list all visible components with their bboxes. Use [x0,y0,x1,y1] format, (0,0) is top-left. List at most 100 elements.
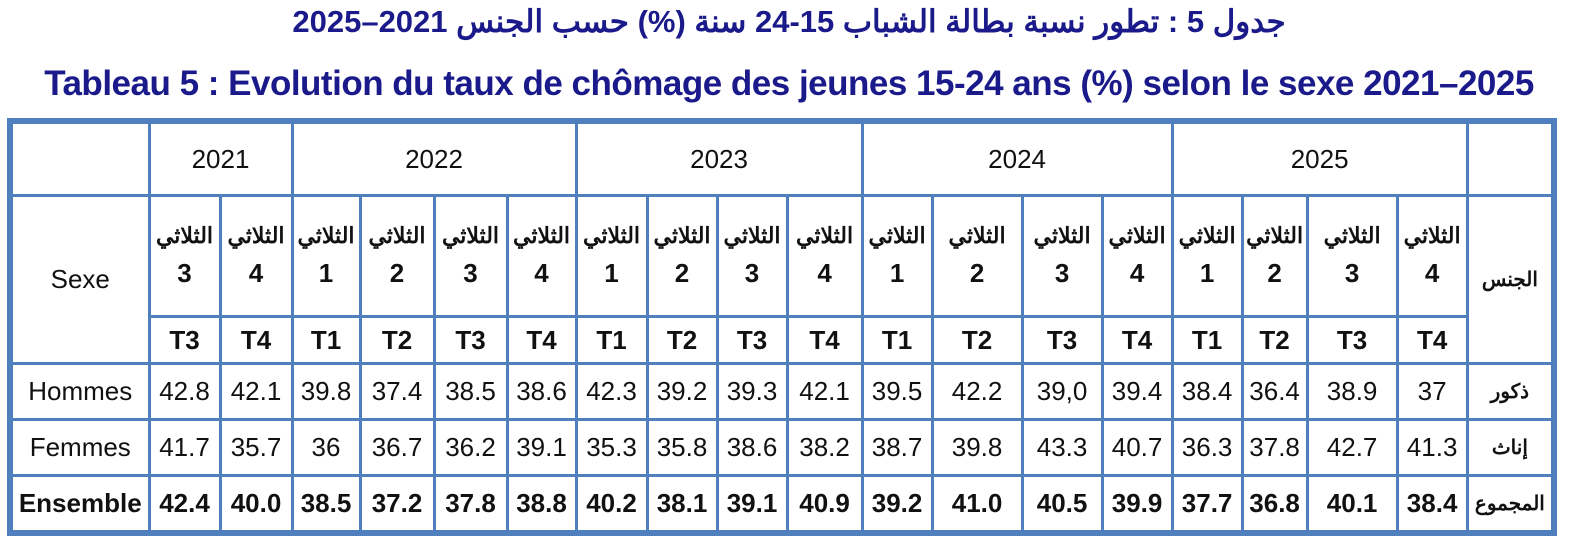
quarter-header-ar: الثلاثي 3 [715,194,789,318]
value-cell: 38.6 [505,362,578,421]
value-cell: 38.8 [505,474,578,535]
quarter-number: 3 [744,257,760,288]
value-cell: 41.0 [930,474,1024,535]
quarter-word: الثلاثي [227,222,285,248]
quarter-number: 1 [1199,257,1215,288]
value-cell: 39.3 [715,362,789,421]
quarter-word: الثلاثي [1178,222,1236,248]
value-cell: 42.4 [147,474,222,535]
row-label-fr: Femmes [8,418,151,477]
value-cell: 37.8 [432,474,509,535]
quarter-number: 1 [318,257,334,288]
value-cell: 35.8 [645,418,719,477]
value-cell: 42.3 [574,362,649,421]
quarter-number: 4 [534,257,549,288]
quarter-header-ar: الثلاثي 1 [290,194,362,318]
quarter-word: الثلاثي [653,222,711,248]
quarter-header-ar: الثلاثي 4 [505,194,578,318]
empty-corner-right [1465,119,1556,197]
quarter-code: T4 [1100,315,1174,365]
value-cell: 40.9 [785,474,864,535]
quarter-header-ar: الثلاثي 2 [930,194,1024,318]
year-header: 2022 [290,119,578,197]
value-cell: 38.2 [785,418,864,477]
value-cell: 37.4 [358,362,436,421]
value-cell: 38.6 [715,418,789,477]
value-cell: 41.3 [1395,418,1469,477]
quarter-code: T3 [147,315,222,365]
quarter-number: 4 [248,257,264,288]
value-cell: 36.4 [1240,362,1309,421]
quarter-code: T2 [358,315,436,365]
row-label-ar: إناث [1465,418,1556,477]
value-cell: 39.5 [860,362,934,421]
quarter-code: T2 [930,315,1024,365]
value-cell: 39.2 [860,474,934,535]
value-cell: 36.2 [432,418,509,477]
value-cell: 38.4 [1395,474,1469,535]
year-header: 2021 [147,119,294,197]
value-cell: 37.2 [358,474,436,535]
quarter-word: الثلاثي [155,222,214,248]
value-cell: 42.2 [930,362,1024,421]
year-header: 2023 [574,119,864,197]
year-header: 2025 [1170,119,1469,197]
value-cell: 40.7 [1100,418,1174,477]
value-cell: 40.0 [218,474,294,535]
quarter-number: 3 [1344,257,1360,288]
value-cell: 38.7 [860,418,934,477]
title-arabic: جدول 5 : تطور نسبة بطالة الشباب 15-24 سن… [292,4,1286,39]
value-cell: 40.5 [1020,474,1104,535]
quarter-number: 1 [889,257,905,288]
value-cell: 37 [1395,362,1469,421]
value-cell: 39.9 [1100,474,1174,535]
quarter-word: الثلاثي [297,222,355,248]
value-cell: 42.1 [218,362,294,421]
row-label-fr: Ensemble [8,474,151,535]
quarter-code-row: T3 T4 T1 T2 T3 T4 T1 T2 T3 T4 T1 T2 T3 T4 T1 T2 T3 T4 [10,315,1554,365]
empty-corner [8,119,151,197]
quarter-header-ar: الثلاثي 1 [860,194,934,318]
quarter-word: الثلاثي [1108,222,1166,248]
quarter-code: T3 [715,315,789,365]
quarter-number: 2 [1267,257,1282,288]
value-cell: 39.8 [930,418,1024,477]
quarter-header-ar: الثلاثي 4 [1100,194,1174,318]
value-cell: 38.4 [1170,362,1244,421]
value-cell: 35.7 [218,418,294,477]
value-cell: 36 [290,418,362,477]
value-cell: 39.1 [505,418,578,477]
value-cell: 39.4 [1100,362,1174,421]
quarter-header-row: Sexe الثلاثي 3 الثلاثي 4 الثلاثي 1 الثلاثي 2 الثل… [8,194,1556,365]
value-cell: 42.8 [147,362,222,421]
value-cell: 36.8 [1240,474,1309,535]
value-cell: 39,0 [1020,362,1104,421]
quarter-word: الثلاثي [441,222,500,248]
value-cell: 40.2 [574,474,649,535]
sexe-header-ar: الجنس [1465,194,1556,365]
value-cell: 42.1 [785,362,864,421]
value-cell: 39.8 [290,362,362,421]
quarter-word: الثلاثي [948,222,1006,248]
quarter-code: T4 [218,315,294,365]
quarter-code: T4 [505,315,578,365]
value-cell: 35.3 [574,418,649,477]
value-cell: 40.1 [1305,474,1399,535]
value-cell: 36.7 [358,418,436,477]
quarter-word: الثلاثي [1323,222,1381,248]
row-label-fr: Hommes [8,362,151,421]
table-row-hommes: Hommes 42.8 42.1 39.8 37.4 38.5 38.6 42.3 39.2 39… [8,362,1556,421]
quarter-header-ar: الثلاثي 1 [574,194,649,318]
year-header-row: 2021 2022 2023 2024 2025 [8,119,1556,197]
quarter-code: T4 [785,315,864,365]
value-cell: 37.8 [1240,418,1309,477]
quarter-header-ar: الثلاثي 4 [218,194,294,318]
quarter-header-ar: الثلاثي 3 [432,194,509,318]
quarter-code: T1 [860,315,934,365]
quarter-word: الثلاثي [1246,222,1304,248]
sexe-header: Sexe [8,194,151,365]
year-header: 2024 [860,119,1174,197]
quarter-code: T1 [574,315,649,365]
quarter-word: الثلاثي [868,222,926,248]
quarter-number: 4 [817,257,832,288]
